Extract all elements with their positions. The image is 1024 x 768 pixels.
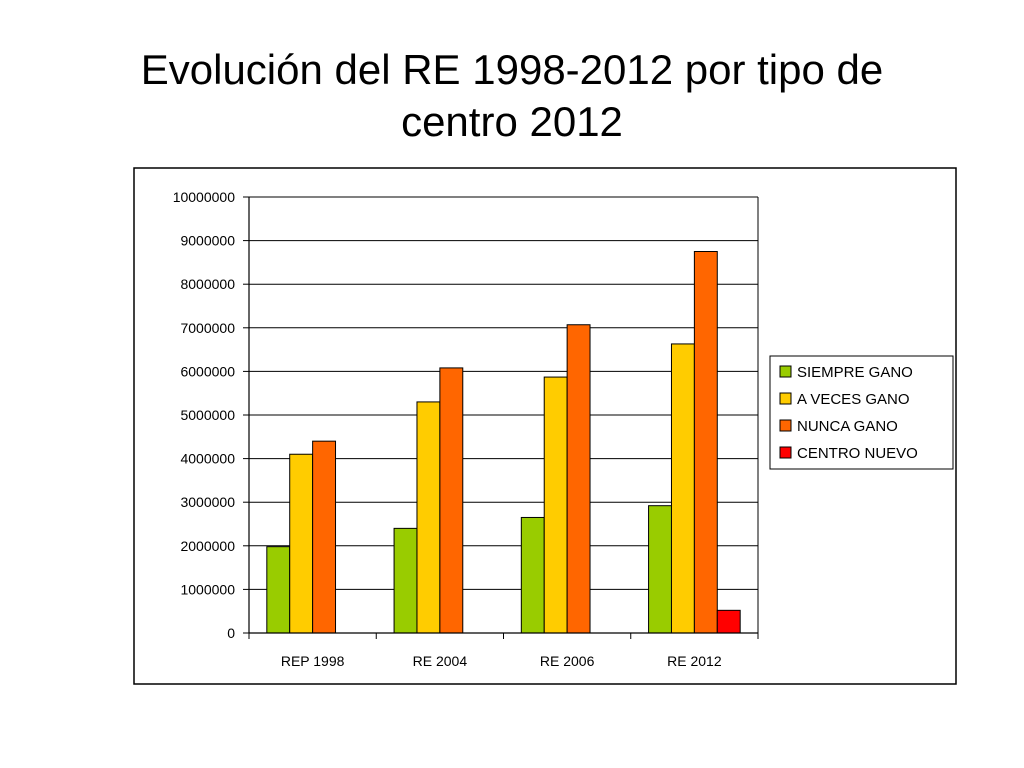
bar [439, 367, 464, 634]
y-tick-label: 2000000 [180, 538, 235, 554]
bar [670, 343, 695, 634]
legend: SIEMPRE GANO A VECES GANO NUNCA GANO CENTRO… [769, 355, 954, 470]
bar [289, 453, 314, 634]
y-tick-label: 1000000 [180, 581, 235, 597]
legend-label: NUNCA GANO [797, 418, 898, 435]
bar [266, 546, 291, 634]
x-tick-label: RE 2012 [667, 653, 722, 669]
legend-box [769, 355, 954, 470]
legend-label: A VECES GANO [797, 391, 910, 408]
bar [543, 376, 568, 634]
bar [416, 401, 441, 634]
y-tick-label: 5000000 [180, 407, 235, 423]
y-tick-label: 4000000 [180, 451, 235, 467]
legend-swatch [779, 446, 792, 459]
bar [312, 440, 337, 634]
y-tick-label: 9000000 [180, 233, 235, 249]
y-tick-label: 6000000 [180, 363, 235, 379]
bar [716, 609, 741, 634]
x-tick-label: REP 1998 [281, 653, 345, 669]
x-tick-label: RE 2004 [413, 653, 468, 669]
bar [393, 527, 418, 634]
legend-label: SIEMPRE GANO [797, 364, 913, 381]
axes: 0 1000000 2000000 3000000 4000000 5000000 6000… [173, 189, 759, 669]
legend-label: CENTRO NUEVO [797, 445, 918, 462]
legend-swatch [779, 419, 792, 432]
y-tick-label: 8000000 [180, 276, 235, 292]
legend-swatch [779, 365, 792, 378]
slide-title: Evolución del RE 1998-2012 por tipo de c… [0, 44, 1024, 148]
y-tick-label: 10000000 [173, 189, 236, 205]
bar [520, 516, 545, 634]
legend-swatch [779, 392, 792, 405]
bar [693, 251, 718, 634]
bars [266, 251, 741, 634]
y-tick-label: 0 [227, 625, 235, 641]
x-tick-label: RE 2006 [540, 653, 595, 669]
bar [648, 505, 672, 634]
y-tick-label: 3000000 [180, 494, 235, 510]
slide-title-line-1: Evolución del RE 1998-2012 por tipo de [140, 46, 884, 93]
bar [566, 324, 591, 634]
slide-title-line-2: centro 2012 [401, 98, 623, 145]
y-tick-label: 7000000 [180, 320, 235, 336]
